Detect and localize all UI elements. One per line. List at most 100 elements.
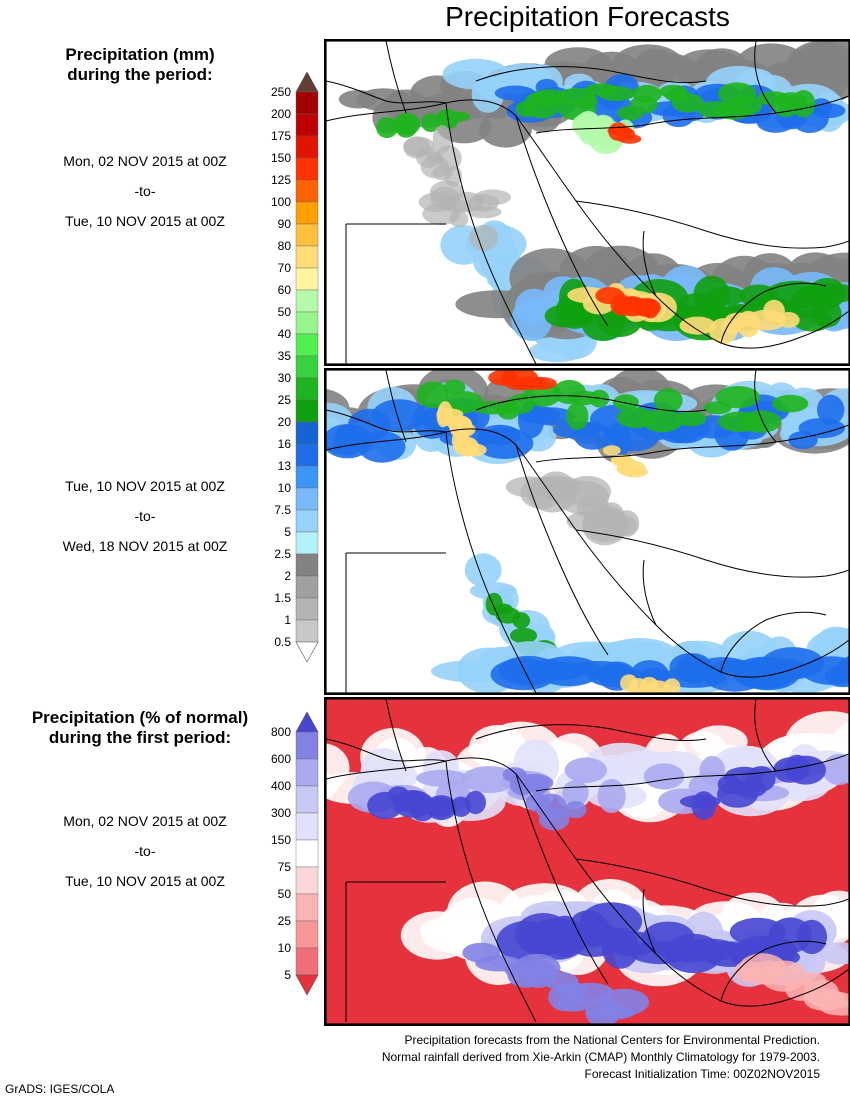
map1-cell: [708, 286, 746, 306]
mm-colorbar-swatch: [295, 245, 319, 269]
map1-cell: [808, 278, 846, 309]
map2-cell: [641, 409, 683, 433]
map3-boundary: [642, 888, 657, 955]
map2-cell: [566, 402, 589, 431]
mm-colorbar-tick-label: 0.5: [274, 635, 291, 649]
mm-colorbar-tick-label: 80: [278, 239, 292, 253]
map3-cell: [538, 808, 570, 831]
pct-colorbar-swatch: [295, 947, 319, 976]
map2-coastlines: [326, 370, 849, 693]
map1-cell: [598, 86, 635, 102]
map1-cell: [437, 111, 471, 123]
map2-cell: [715, 386, 761, 409]
map2-boundary: [535, 424, 849, 463]
map1-cell: [791, 90, 816, 118]
map3-boundary: [720, 940, 827, 1002]
map3-boundary: [754, 699, 777, 772]
map2-boundary: [575, 529, 849, 578]
map3-cell: [425, 795, 457, 821]
period-3-end: Tue, 10 NOV 2015 at 00Z: [65, 873, 225, 889]
pct-normal-map: [326, 699, 849, 1024]
map3-cell: [796, 919, 828, 955]
map1-boundary: [754, 41, 777, 114]
period-1-sep: -to-: [134, 183, 156, 199]
mm-colorbar-swatch: [295, 91, 319, 115]
mm-colorbar-tick-label: 250: [271, 85, 291, 99]
map3-cell: [564, 801, 587, 819]
mm-colorbar-tick-label: 16: [278, 437, 292, 451]
map2-cell: [462, 443, 487, 457]
map1-cell: [393, 112, 421, 136]
map3-boundary: [515, 773, 609, 985]
map1-boundary: [720, 282, 827, 344]
mm-colorbar-tick-label: 150: [271, 151, 291, 165]
mm-colorbar-tick-label: 2: [284, 569, 291, 583]
mm-colorbar-swatch: [295, 289, 319, 313]
mm-colorbar-tick-label: 175: [271, 129, 291, 143]
footer-climatology-line: Normal rainfall derived from Xie-Arkin (…: [381, 1050, 820, 1064]
map3-cell: [587, 1005, 636, 1020]
map-panel-period-2: [324, 368, 850, 695]
map1-cell: [469, 224, 499, 252]
mm-colorbar-tick-label: 5: [284, 525, 291, 539]
map1-boundary: [475, 66, 707, 84]
map2-cell: [599, 514, 638, 537]
map1-cell: [671, 93, 704, 113]
mm-colorbar-swatch: [295, 311, 319, 335]
pct-colorbar-swatch: [295, 920, 319, 949]
map3-boundary: [326, 757, 849, 1007]
mm-colorbar-top-arrow: [295, 72, 319, 93]
pct-colorbar-swatch: [295, 839, 319, 868]
pct-colorbar-tick-label: 800: [271, 725, 291, 739]
map3-cell: [597, 779, 626, 813]
map2-boundary: [326, 409, 447, 433]
pct-colorbar-tick-label: 50: [278, 887, 292, 901]
map-panel-pct-normal: [324, 697, 850, 1026]
map1-boundary: [535, 95, 849, 134]
mm-colorbar-tick-label: 1.5: [274, 591, 291, 605]
mm-colorbar-swatch: [295, 487, 319, 511]
map2-cell: [512, 612, 531, 629]
mm-colorbar-swatch: [295, 223, 319, 247]
mm-colorbar-swatch: [295, 157, 319, 181]
mm-colorbar-swatch: [295, 421, 319, 445]
map2-cell: [836, 655, 849, 683]
map2-cell: [523, 376, 557, 390]
grads-credit: GrADS: IGES/COLA: [5, 1082, 115, 1096]
map2-cell: [771, 394, 809, 413]
mm-colorbar-tick-label: 1: [284, 613, 291, 627]
mm-colorbar-swatch: [295, 553, 319, 577]
mm-colorbar-swatch: [295, 201, 319, 225]
map2-boundary: [642, 559, 657, 626]
mm-colorbar-swatch: [295, 179, 319, 203]
map3-boundary: [445, 760, 537, 1023]
pct-colorbar-tick-label: 600: [271, 752, 291, 766]
map1-cell: [531, 89, 567, 108]
mm-colorbar-swatch: [295, 267, 319, 291]
period-2-start: Tue, 10 NOV 2015 at 00Z: [65, 478, 225, 494]
mm-colorbar-swatch: [295, 619, 319, 643]
map1-cell: [632, 84, 662, 104]
map2-boundary: [385, 370, 407, 443]
map1-boundary: [445, 102, 537, 364]
period-3-label: Mon, 02 NOV 2015 at 00Z -to- Tue, 10 NOV…: [20, 806, 270, 896]
map1-cell: [777, 312, 800, 328]
pct-colorbar-swatch: [295, 785, 319, 814]
mm-colorbar-swatch: [295, 575, 319, 599]
map3-boundary: [575, 858, 849, 907]
map2-boundary: [475, 395, 707, 413]
map1-cell: [728, 94, 763, 116]
pct-colorbar-bottom-arrow: [295, 974, 319, 996]
mm-colorbar-tick-label: 125: [271, 173, 291, 187]
map2-cell: [675, 410, 707, 427]
period-1-label: Mon, 02 NOV 2015 at 00Z -to- Tue, 10 NOV…: [20, 146, 270, 236]
precip-pct-heading-line2: during the first period:: [48, 728, 232, 747]
map1-cell: [641, 298, 660, 319]
precip-map-period-2: [326, 370, 849, 693]
pct-colorbar-swatch: [295, 866, 319, 895]
map2-cell: [653, 388, 683, 413]
pct-colorbar-tick-label: 400: [271, 779, 291, 793]
pct-colorbar-swatch: [295, 758, 319, 787]
precip-pct-heading-line1: Precipitation (% of normal): [31, 708, 249, 727]
mm-colorbar-swatch: [295, 465, 319, 489]
